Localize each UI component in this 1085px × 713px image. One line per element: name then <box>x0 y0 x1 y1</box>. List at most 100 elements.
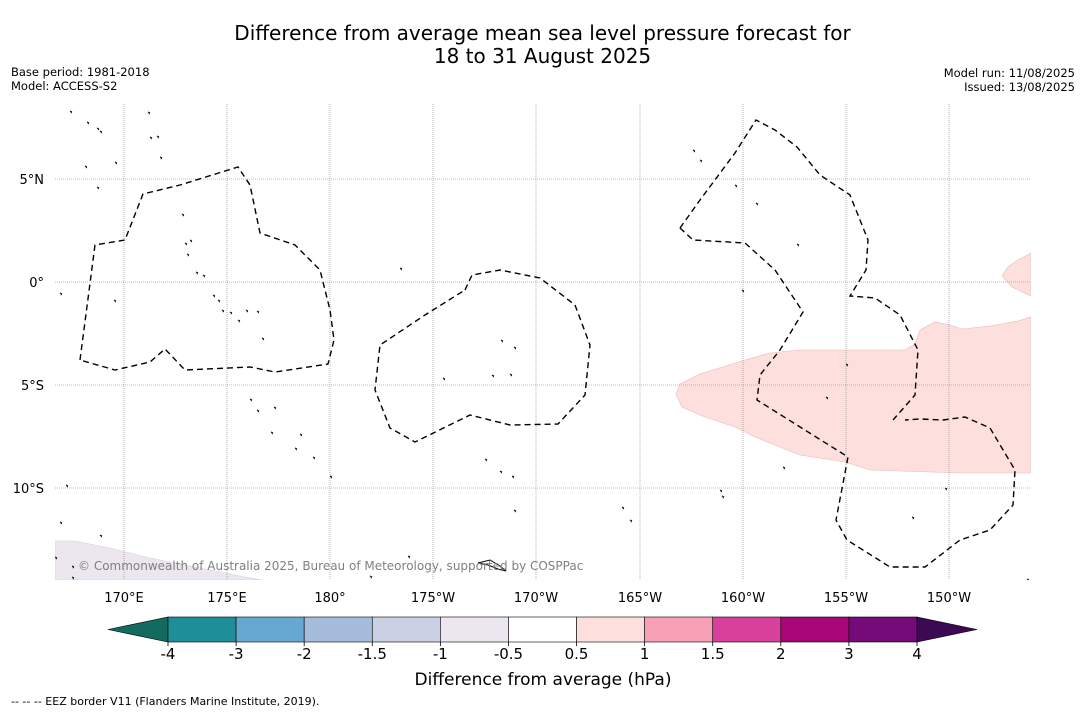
island-outline <box>149 136 153 140</box>
longitude-label: 155°W <box>824 591 868 606</box>
island-outline <box>513 346 517 350</box>
model-info: Base period: 1981-2018 Model: ACCESS-S2 <box>11 65 150 93</box>
latitude-label: 5°N <box>20 173 45 188</box>
island-outline <box>477 559 507 572</box>
colorbar-tick-label: 2 <box>776 645 786 663</box>
island-outline <box>59 521 63 525</box>
colorbar: -4 -3 -2 -1.5 -1 -0.5 0.5 1 1.5 2 3 4 <box>107 616 978 663</box>
island-outline <box>217 299 221 303</box>
island-outline <box>734 184 738 188</box>
island-outline <box>294 447 298 451</box>
island-outline <box>755 202 759 206</box>
model-run-text: Model run: 11/08/2025 <box>943 66 1075 80</box>
island-outline <box>825 396 829 400</box>
colorbar-tick-label: -1.5 <box>358 645 387 663</box>
negative-anomaly-region <box>55 540 263 580</box>
colorbar-tick-label: 1 <box>640 645 650 663</box>
island-outline <box>796 243 800 247</box>
colorbar-swatch <box>848 616 918 643</box>
island-outline <box>782 466 786 470</box>
colorbar-over-arrow <box>916 616 978 643</box>
island-outline <box>59 292 63 296</box>
colorbar-swatch <box>508 616 577 643</box>
island-outline <box>721 495 725 499</box>
island-outline <box>513 509 517 513</box>
island-outline <box>71 576 75 580</box>
island-outline <box>369 575 373 579</box>
longitude-label: 170°E <box>104 591 144 606</box>
colorbar-tick-label: -3 <box>229 645 244 663</box>
island-outline <box>96 127 100 131</box>
longitude-label: 165°W <box>618 591 662 606</box>
colorbar-swatch <box>440 616 509 643</box>
island-outline <box>442 377 446 381</box>
island-outline <box>147 111 151 115</box>
positive-anomaly-region-east <box>1001 252 1031 297</box>
issued-text: Issued: 13/08/2025 <box>964 80 1075 94</box>
longitude-label: 150°W <box>927 591 971 606</box>
latitude-label: 5°S <box>21 379 44 394</box>
island-outline <box>186 253 190 257</box>
island-outline <box>202 274 206 278</box>
island-outline <box>189 239 193 243</box>
colorbar-swatch <box>371 616 441 643</box>
island-outline <box>1026 578 1030 580</box>
longitude-label: 160°W <box>721 591 765 606</box>
island-outline <box>96 186 100 190</box>
longitude-label: 170°W <box>514 591 558 606</box>
island-outline <box>399 267 403 271</box>
colorbar-tick-label: 4 <box>912 645 922 663</box>
colorbar-tick-label: -4 <box>161 645 176 663</box>
colorbar-swatch <box>576 616 645 643</box>
colorbar-swatch <box>644 616 714 643</box>
coastlines <box>55 110 1030 580</box>
island-outline <box>692 149 696 153</box>
island-outline <box>256 409 260 413</box>
colorbar-tick-label: 0.5 <box>565 645 589 663</box>
colorbar-under-arrow <box>107 616 169 643</box>
colorbar-swatch <box>712 616 782 643</box>
island-outline <box>500 339 504 343</box>
colorbar-swatch <box>167 616 237 643</box>
latitude-label: 0° <box>29 276 44 291</box>
longitude-labels: 170°E 175°E 180° 175°W 170°W 165°W 160°W 155°W 1… <box>104 591 971 606</box>
eez-borders <box>79 119 1016 568</box>
colorbar-swatch <box>235 616 305 643</box>
island-outline <box>99 534 103 538</box>
eez-border-line-islands <box>679 119 919 421</box>
island-outline <box>71 565 75 569</box>
longitude-label: 180° <box>314 591 345 606</box>
colorbar-tick-label: -2 <box>297 645 312 663</box>
model-text: Model: ACCESS-S2 <box>11 79 118 93</box>
copyright-text: © Commonwealth of Australia 2025, Bureau… <box>78 559 583 573</box>
island-outline <box>273 406 277 410</box>
island-outline <box>699 159 703 163</box>
island-outline <box>65 484 69 488</box>
island-outline <box>195 271 199 275</box>
graticule <box>55 104 1031 580</box>
island-outline <box>221 309 225 313</box>
island-outline <box>181 213 185 217</box>
run-info: Model run: 11/08/2025 Issued: 13/08/2025 <box>944 66 1075 94</box>
island-outline <box>845 363 849 367</box>
island-outline <box>84 165 88 169</box>
island-outline <box>69 110 73 114</box>
island-outline <box>621 506 625 510</box>
island-outline <box>944 487 948 491</box>
island-outline <box>499 470 503 474</box>
island-outline <box>237 319 241 323</box>
island-outline <box>184 242 188 246</box>
base-period-text: Base period: 1981-2018 <box>11 65 150 79</box>
island-outline <box>212 294 216 298</box>
island-outline <box>312 456 316 460</box>
island-outline <box>229 311 233 315</box>
longitude-label: 175°W <box>411 591 455 606</box>
colorbar-tick-label: 1.5 <box>701 645 725 663</box>
eez-border-tuvalu-tokelau <box>374 269 591 443</box>
island-outline <box>261 337 265 341</box>
island-outline <box>509 373 513 377</box>
island-outline <box>114 161 118 165</box>
island-outline <box>249 398 253 402</box>
island-outline <box>629 519 633 523</box>
